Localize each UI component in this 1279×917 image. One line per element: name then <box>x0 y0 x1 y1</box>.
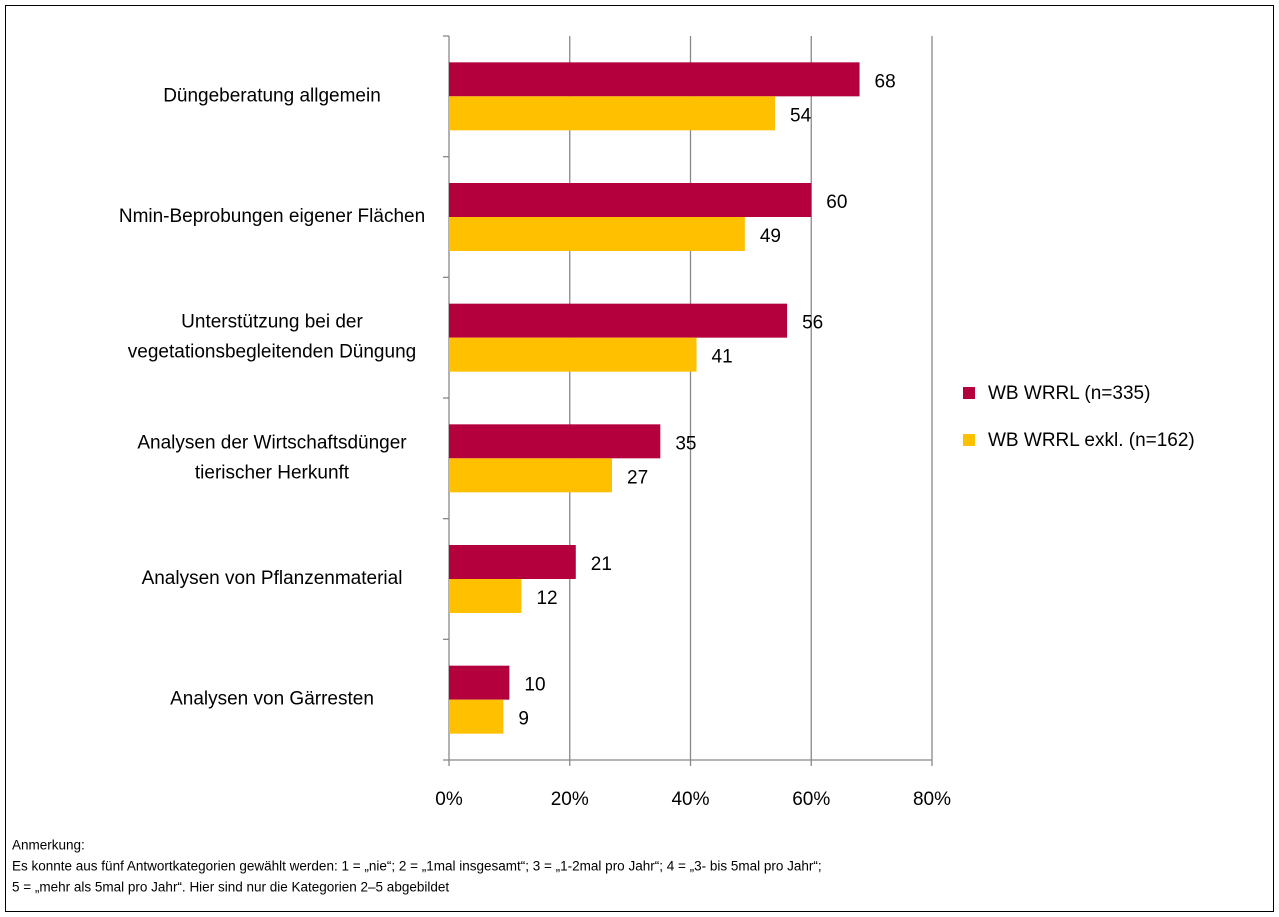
value-label: 49 <box>760 226 781 247</box>
bar <box>449 337 697 372</box>
legend-label: WB WRRL exkl. (n=162) <box>988 430 1195 451</box>
value-label: 10 <box>524 675 545 696</box>
value-label: 54 <box>790 105 812 126</box>
y-tick-label: Nmin-Beprobungen eigener Flächen <box>119 206 425 227</box>
bar <box>449 424 661 459</box>
bar <box>449 458 613 493</box>
value-label: 60 <box>826 192 847 213</box>
x-tick-label: 60% <box>792 789 830 810</box>
bar <box>449 62 860 97</box>
value-label: 41 <box>712 347 733 368</box>
x-tick-label: 40% <box>671 789 709 810</box>
bar <box>449 303 788 338</box>
bar <box>449 217 745 251</box>
value-label: 12 <box>536 588 557 609</box>
note: 5 = „mehr als 5mal pro Jahr“. Hier sind … <box>12 880 449 895</box>
y-tick-label: Analysen der Wirtschaftsdünger tierischer… <box>137 432 407 483</box>
bar <box>449 579 522 613</box>
y-tick-label: Analysen von Pflanzenmaterial <box>142 568 403 589</box>
x-tick-label: 80% <box>913 789 951 810</box>
bar <box>449 665 510 700</box>
value-label: 21 <box>591 554 612 575</box>
note: Es konnte aus fünf Antwortkategorien gew… <box>12 859 822 874</box>
bar <box>449 183 812 217</box>
y-tick-label: Düngeberatung allgemein <box>163 85 381 106</box>
x-tick-label: 20% <box>551 789 589 810</box>
value-label: 68 <box>875 71 896 92</box>
y-tick-label: Analysen von Gärresten <box>170 689 374 710</box>
value-label: 27 <box>627 467 648 488</box>
y-tick-label: Unterstützung bei der vegetationsbegleite… <box>128 312 416 363</box>
bar <box>449 699 504 734</box>
x-tick-label: 0% <box>435 789 463 810</box>
bar <box>449 96 776 131</box>
note: Anmerkung: <box>12 838 85 853</box>
frame <box>5 5 1274 912</box>
legend-label: WB WRRL (n=335) <box>988 383 1150 404</box>
value-label: 35 <box>675 433 696 454</box>
legend-swatch <box>963 387 975 399</box>
legend-swatch <box>963 434 975 446</box>
value-label: 9 <box>518 709 529 730</box>
value-label: 56 <box>802 313 823 334</box>
bar <box>449 545 576 579</box>
